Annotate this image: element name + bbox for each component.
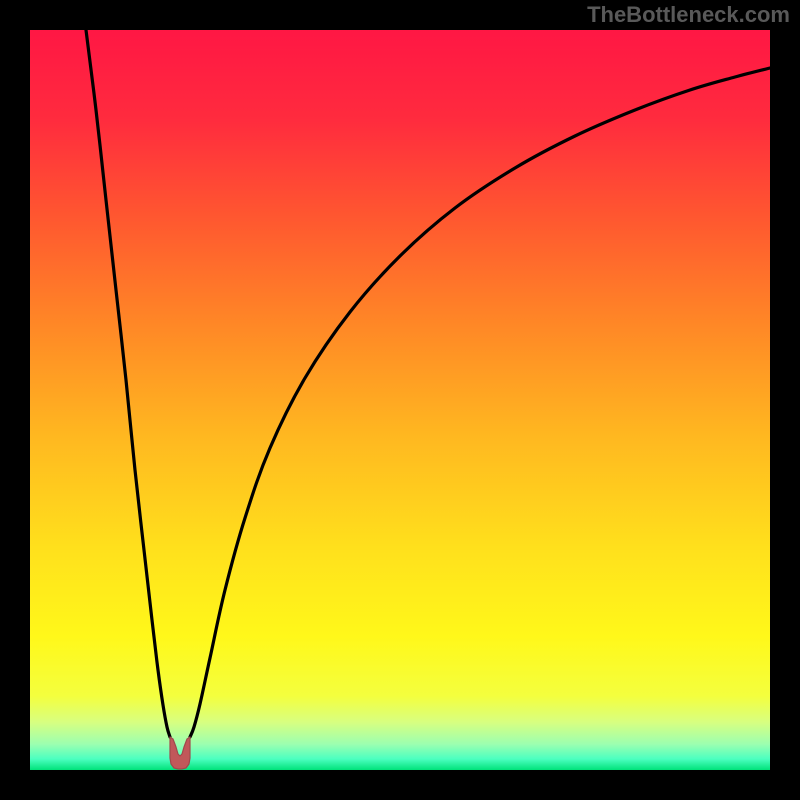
chart-container: TheBottleneck.com xyxy=(0,0,800,800)
attribution-text: TheBottleneck.com xyxy=(587,2,790,28)
gradient-background xyxy=(30,30,770,770)
chart-svg xyxy=(30,30,770,770)
plot-area xyxy=(30,30,770,770)
